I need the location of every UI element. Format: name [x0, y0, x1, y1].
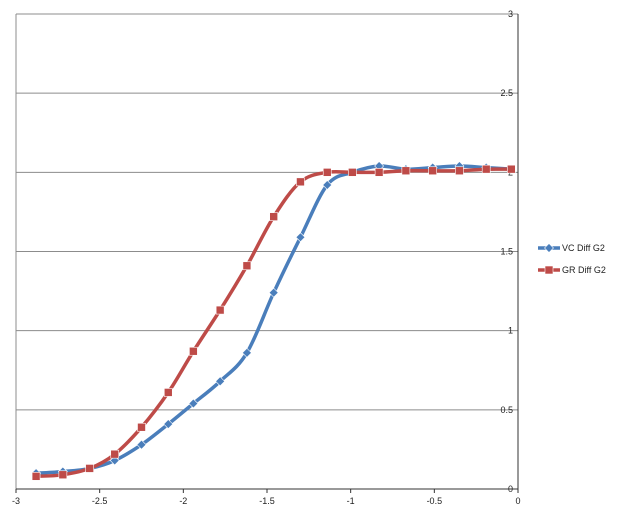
- data-point: [163, 419, 174, 430]
- data-point: [268, 287, 279, 298]
- data-point: [58, 470, 68, 480]
- data-point: [269, 212, 278, 221]
- data-point: [136, 439, 147, 450]
- data-point: [401, 166, 411, 176]
- legend-item: VC Diff G2: [538, 243, 605, 253]
- data-point: [455, 166, 464, 176]
- legend-marker: [544, 243, 554, 253]
- y-tick-label: 0.5: [500, 405, 513, 415]
- legend-label: GR Diff G2: [562, 265, 606, 275]
- data-point: [481, 164, 491, 174]
- x-tick-label: -2.5: [92, 496, 108, 506]
- data-point: [507, 164, 516, 174]
- data-point: [296, 177, 305, 187]
- data-point: [188, 398, 199, 409]
- data-point: [85, 464, 94, 473]
- series-gr-diff-g2: [31, 164, 516, 481]
- legend-item: GR Diff G2: [538, 265, 606, 275]
- legend-marker: [544, 265, 554, 275]
- data-point: [215, 305, 225, 315]
- data-point: [31, 472, 41, 481]
- data-point: [215, 376, 226, 387]
- x-tick-label: 0: [515, 496, 520, 506]
- data-point: [374, 168, 384, 177]
- x-tick-label: -2: [179, 496, 187, 506]
- data-point: [348, 168, 357, 177]
- x-tick-label: -1: [347, 496, 355, 506]
- y-tick-label: 1.5: [500, 247, 513, 257]
- x-tick-label: -0.5: [427, 496, 443, 506]
- x-tick-label: -1.5: [259, 496, 275, 506]
- series-line: [34, 164, 514, 475]
- y-tick-label: 2.5: [500, 88, 513, 98]
- data-point: [110, 449, 120, 459]
- x-tick-label: -3: [12, 496, 20, 506]
- data-point: [137, 422, 146, 432]
- data-point: [295, 232, 306, 243]
- data-point: [189, 346, 198, 356]
- data-point: [241, 347, 252, 358]
- series-group: [31, 161, 517, 481]
- data-point: [163, 388, 173, 397]
- data-point: [428, 166, 437, 176]
- series-vc-diff-g2: [31, 161, 517, 479]
- axes: 00.511.522.53-3-2.5-2-1.5-1-0.50: [12, 9, 521, 506]
- data-point: [322, 180, 333, 190]
- legend: VC Diff G2 GR Diff G2: [538, 243, 606, 275]
- data-point: [242, 261, 252, 271]
- y-tick-label: 3: [508, 9, 513, 19]
- gridlines: [16, 13, 518, 411]
- data-point: [322, 168, 332, 177]
- y-tick-label: 1: [508, 326, 513, 336]
- legend-label: VC Diff G2: [562, 243, 605, 253]
